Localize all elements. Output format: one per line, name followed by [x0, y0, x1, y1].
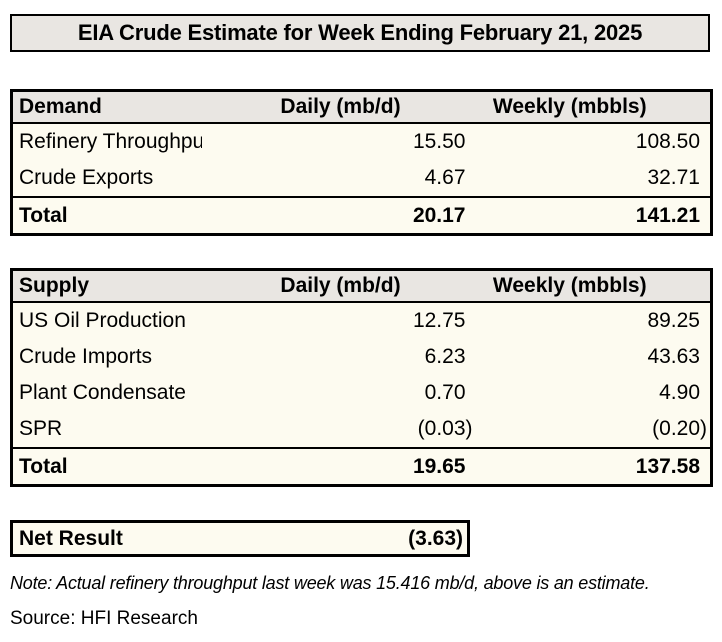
table-row: Plant Condensate 0.70 4.90	[11, 375, 712, 411]
row-label: SPR	[11, 411, 202, 448]
row-label: US Oil Production	[11, 302, 202, 339]
supply-total-weekly: 137.58	[479, 447, 712, 486]
demand-table: Demand Daily (mb/d) Weekly (mbbls) Refin…	[10, 89, 713, 236]
table-row: US Oil Production 12.75 89.25	[11, 302, 712, 339]
table-row: Crude Exports 4.67 32.71	[11, 160, 712, 197]
demand-total-weekly: 141.21	[479, 196, 712, 235]
daily-value: (0.03)	[201, 411, 480, 448]
weekly-value: 32.71	[479, 160, 712, 197]
daily-column-header: Daily (mb/d)	[201, 90, 480, 124]
supply-total-label: Total	[11, 447, 202, 486]
weekly-value: 4.90	[479, 375, 712, 411]
demand-header-row: Demand Daily (mb/d) Weekly (mbbls)	[11, 90, 712, 124]
supply-total-row: Total 19.65 137.58	[11, 447, 712, 486]
demand-total-daily: 20.17	[201, 196, 480, 235]
supply-header-row: Supply Daily (mb/d) Weekly (mbbls)	[11, 269, 712, 303]
daily-value: 4.67	[201, 160, 480, 197]
daily-value: 15.50	[201, 123, 480, 160]
report-title: EIA Crude Estimate for Week Ending Febru…	[10, 14, 710, 52]
weekly-value: (0.20)	[479, 411, 712, 448]
daily-column-header: Daily (mb/d)	[201, 269, 480, 303]
weekly-column-header: Weekly (mbbls)	[479, 90, 712, 124]
row-label: Plant Condensate	[11, 375, 202, 411]
net-result-box: Net Result (3.63)	[10, 520, 470, 557]
source-text: Source: HFI Research	[10, 608, 198, 629]
row-label: Crude Exports	[11, 160, 202, 197]
demand-section-header: Demand	[11, 90, 202, 124]
daily-value: 0.70	[201, 375, 480, 411]
weekly-value: 89.25	[479, 302, 712, 339]
table-row: Refinery Throughput 15.50 108.50	[11, 123, 712, 160]
daily-value: 6.23	[201, 339, 480, 375]
supply-table: Supply Daily (mb/d) Weekly (mbbls) US Oi…	[10, 268, 713, 487]
supply-section-header: Supply	[11, 269, 202, 303]
row-label: Crude Imports	[11, 339, 202, 375]
net-result-value: (3.63)	[408, 526, 463, 550]
daily-value: 12.75	[201, 302, 480, 339]
supply-total-daily: 19.65	[201, 447, 480, 486]
demand-total-label: Total	[11, 196, 202, 235]
table-row: SPR (0.03) (0.20)	[11, 411, 712, 448]
net-result-label: Net Result	[19, 526, 123, 550]
row-label: Refinery Throughput	[11, 123, 202, 160]
weekly-column-header: Weekly (mbbls)	[479, 269, 712, 303]
demand-total-row: Total 20.17 141.21	[11, 196, 712, 235]
weekly-value: 108.50	[479, 123, 712, 160]
table-row: Crude Imports 6.23 43.63	[11, 339, 712, 375]
weekly-value: 43.63	[479, 339, 712, 375]
note-text: Note: Actual refinery throughput last we…	[10, 573, 650, 593]
